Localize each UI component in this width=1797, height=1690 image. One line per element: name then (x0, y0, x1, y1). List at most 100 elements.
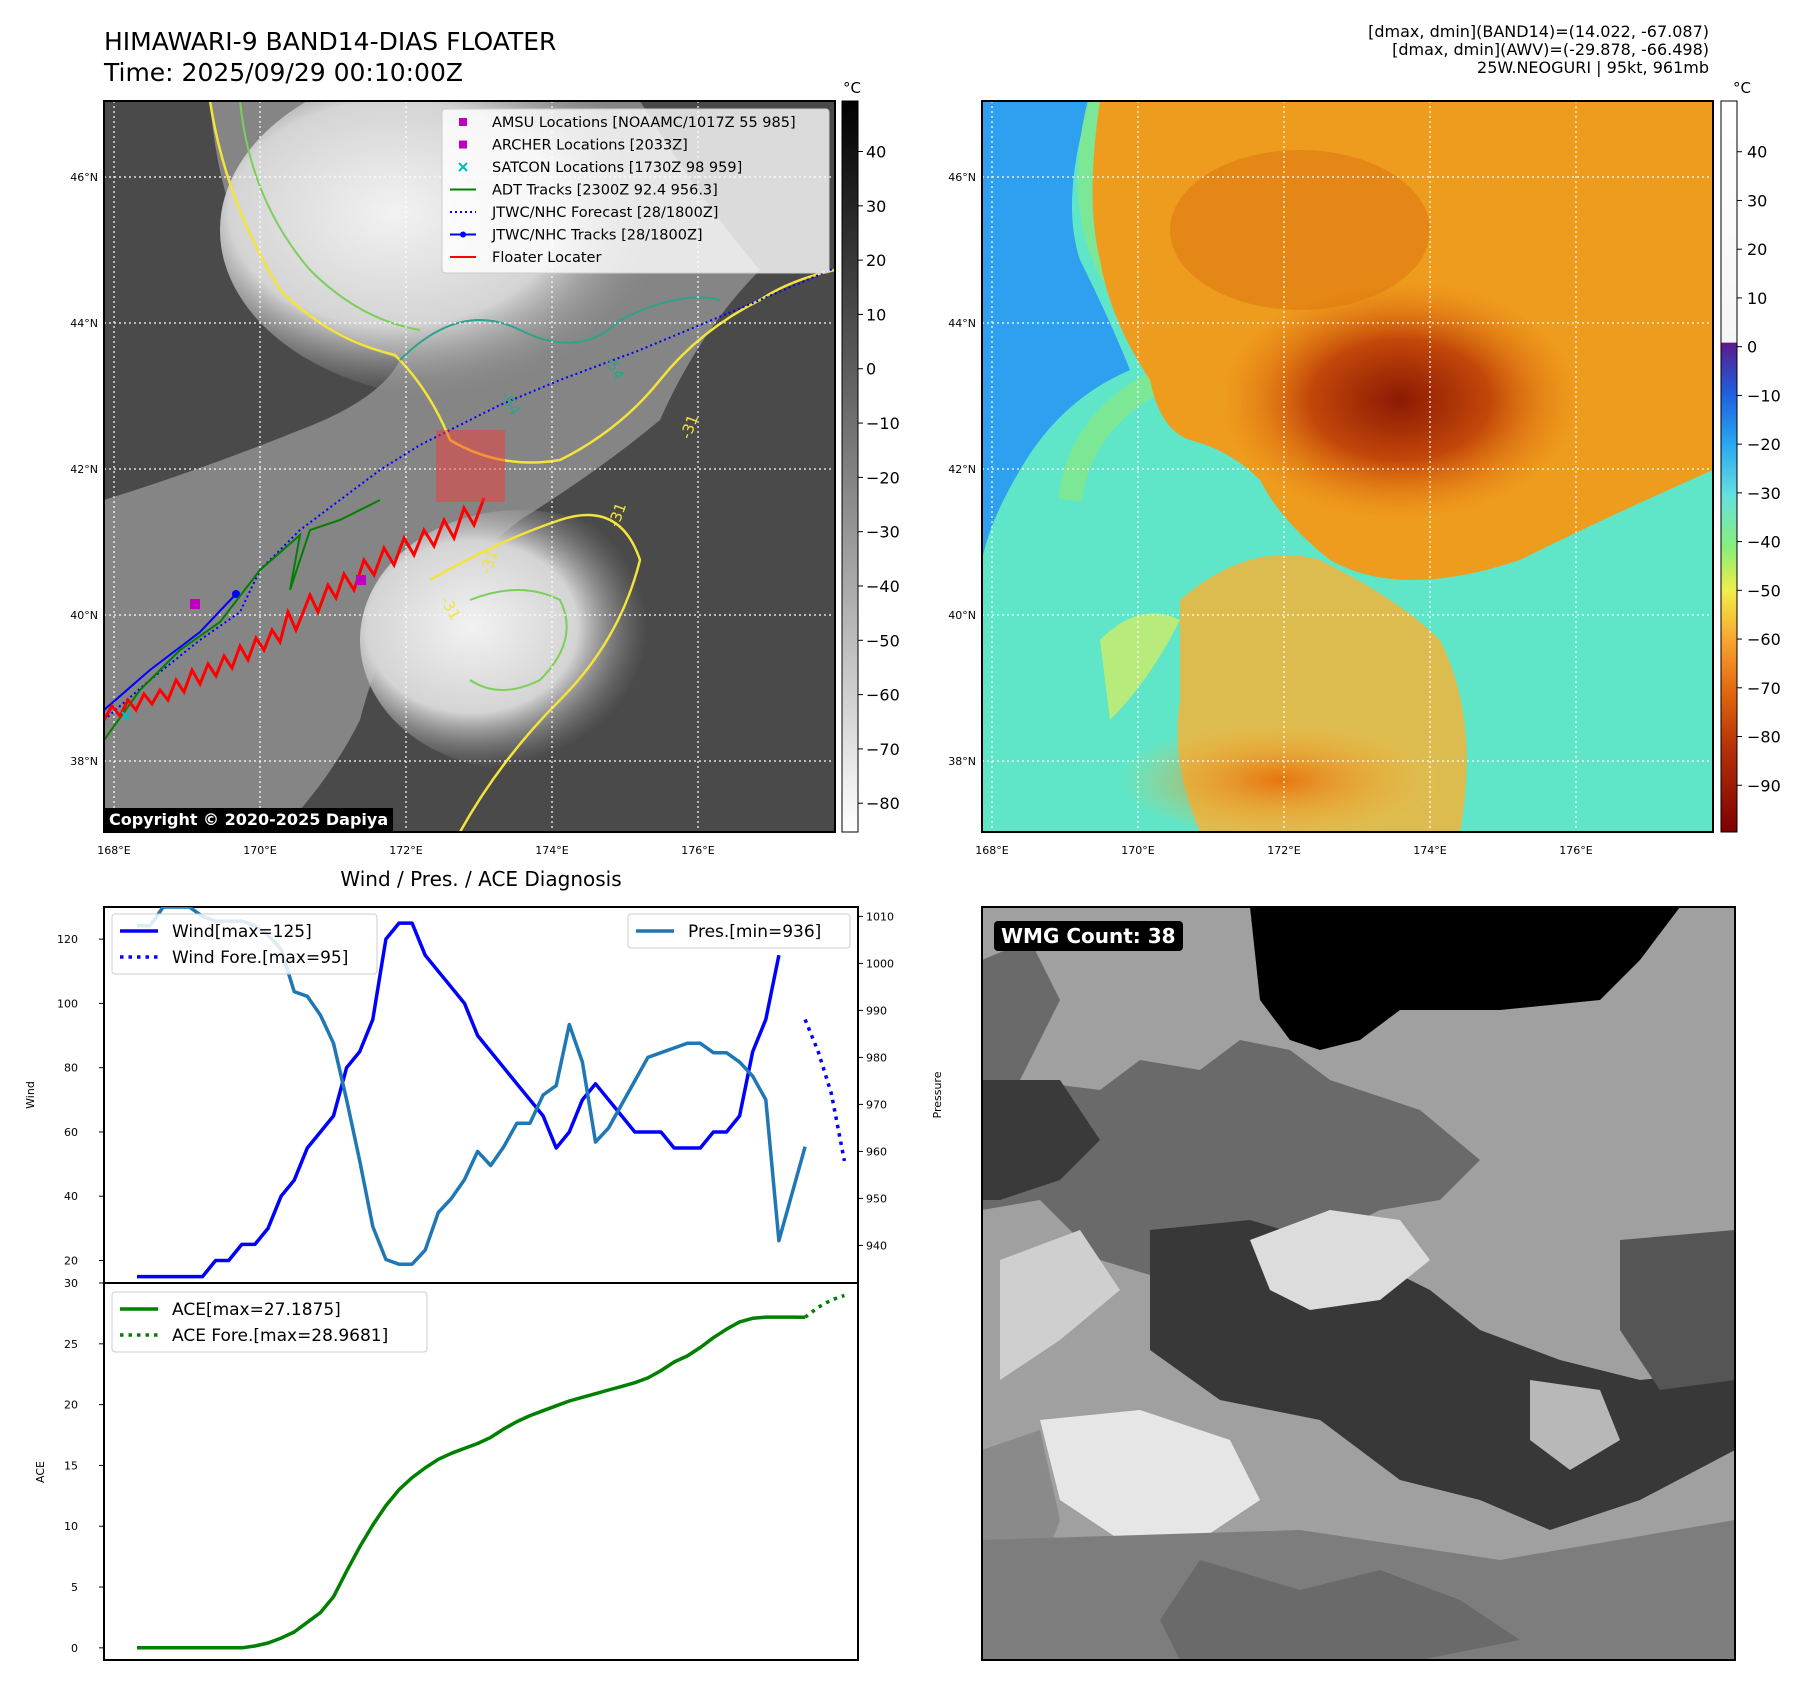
wmg-black-region (1250, 907, 1680, 1050)
ir-contour-yellow-south (429, 513, 642, 832)
wmg-bright-patch-1 (1250, 1210, 1430, 1310)
ir-colorbar-tick-label: −10 (866, 414, 900, 433)
ir-contour-yellow-north (208, 101, 835, 464)
ir-colorbar-tick-label: −60 (866, 686, 900, 705)
ir-legend-entry: Floater Locater (450, 250, 601, 266)
ir-legend-entry: JTWC/NHC Forecast [28/1800Z] (450, 205, 718, 221)
ir-contour-green-2 (469, 589, 568, 691)
diagnosis-ticks: 1201008060402010101000990980970960950940… (57, 910, 894, 1654)
awv-lat-label: 44°N (948, 317, 976, 330)
awv-colorbar-tick-label: −60 (1747, 630, 1781, 649)
awv-colorbar-tick-label: −30 (1747, 484, 1781, 503)
awv-lon-label: 170°E (1121, 844, 1154, 857)
awv-colorbar-tick-label: −70 (1747, 679, 1781, 698)
wind-axis-label: Wind (24, 1081, 37, 1109)
ace-tick-label: 15 (64, 1459, 78, 1472)
ir-colorbar-tick-label: −30 (866, 523, 900, 542)
ir-archer-marker (190, 599, 200, 609)
ir-lon-label: 168°E (97, 844, 130, 857)
ir-colorbar-tick-label: 20 (866, 251, 886, 270)
ir-colorbar-tick-label: −50 (866, 631, 900, 650)
chart-legend-box: Pres.[min=936] (627, 913, 851, 949)
intensity-meta: [dmax, dmin](BAND14)=(14.022, -67.087) [… (1368, 23, 1709, 77)
awv-lat-labels: 46°N 44°N 42°N 40°N 38°N (948, 171, 976, 768)
wind-tick-label: 60 (64, 1126, 78, 1139)
wmg-count-badge: WMG Count: 38 (994, 921, 1183, 951)
ir-colorbar-unit: °C (843, 79, 861, 97)
wmg-dark-east (1620, 1230, 1735, 1390)
legend-dot-marker (460, 231, 466, 238)
ir-lat-label: 40°N (70, 609, 98, 622)
awv-colorbar (1720, 100, 1738, 833)
pressure-tick-label: 960 (866, 1145, 887, 1158)
pressure-tick-label: 1010 (866, 910, 894, 923)
title-line-1: HIMAWARI-9 BAND14-DIAS FLOATER (104, 27, 557, 56)
ir-legend-label: ADT Tracks [2300Z 92.4 956.3] (492, 183, 718, 199)
ir-legend-entry: AMSU Locations [NOAAMC/1017Z 55 985] (459, 115, 796, 131)
ir-legend-entry: ARCHER Locations [2033Z] (459, 138, 688, 154)
awv-colorbar-tick-label: −20 (1747, 435, 1781, 454)
ir-legend-entry: JTWC/NHC Tracks [28/1800Z] (450, 228, 703, 244)
wind-tick-label: 120 (57, 933, 78, 946)
meta-line-3: 25W.NEOGURI | 95kt, 961mb (1477, 58, 1709, 77)
legend-x-marker (458, 162, 468, 172)
ace-tick-label: 30 (64, 1277, 78, 1290)
diagnosis-lower-plot (137, 1293, 845, 1650)
ir-colorbar (841, 100, 859, 833)
awv-dry-west (982, 101, 1130, 560)
ir-best-track (104, 593, 237, 711)
ir-forecast-track (104, 267, 835, 721)
ir-colorbar-tick-label: 30 (866, 197, 886, 216)
awv-map (982, 101, 1713, 832)
pressure-axis-label: Pressure (931, 1071, 944, 1118)
ir-lat-label: 38°N (70, 755, 98, 768)
pressure-tick-label: 940 (866, 1239, 887, 1252)
awv-colorbar-tick-label: 30 (1747, 191, 1767, 210)
ir-contour-teal-1 (399, 296, 721, 361)
legend-label: ACE[max=27.1875] (172, 1300, 341, 1320)
ir-lon-label: 176°E (681, 844, 714, 857)
wmg-light-patch-east (1530, 1380, 1620, 1470)
ir-legend-label: SATCON Locations [1730Z 98 959] (492, 160, 742, 176)
awv-lon-label: 168°E (975, 844, 1008, 857)
awv-south-core (1120, 720, 1440, 832)
legend-label: Pres.[min=936] (688, 922, 821, 942)
series-line-wind (137, 921, 781, 1279)
awv-colorbar-tick-label: −10 (1747, 386, 1781, 405)
awv-colorbar-tick-label: 40 (1747, 143, 1767, 162)
ace-axis-label: ACE (34, 1461, 47, 1483)
ir-satcon-marker (121, 711, 131, 721)
legend-frame (111, 913, 378, 975)
awv-lat-label: 40°N (948, 609, 976, 622)
ace-tick-label: 25 (64, 1338, 78, 1351)
legend-frame (627, 913, 851, 949)
ir-colorbar-tick-label: −40 (866, 577, 900, 596)
awv-colorbar-ticks: 40 30 20 10 0 −10 −20 −30 −40 −50 −60 −70 −80 −90 (1737, 143, 1781, 795)
awv-colorbar-unit: °C (1733, 79, 1751, 97)
awv-colorbar-tick-label: −40 (1747, 533, 1781, 552)
wmg-bright-patch-2 (1000, 1230, 1120, 1380)
awv-yellow-fringe (1100, 613, 1180, 720)
wind-tick-label: 80 (64, 1062, 78, 1075)
wmg-mid-region (982, 940, 1480, 1290)
legend-square-marker (459, 118, 467, 126)
ir-lon-label: 170°E (243, 844, 276, 857)
ir-amsu-marker (356, 575, 366, 585)
ir-legend-label: JTWC/NHC Forecast [28/1800Z] (491, 205, 718, 221)
chart-legend-box: ACE[max=27.1875] ACE Fore.[max=28.9681] (111, 1291, 428, 1353)
diagnosis-legends: Wind[max=125] Wind Fore.[max=95] Pres.[min… (111, 913, 851, 1353)
ir-lat-labels: 46°N 44°N 42°N 40°N 38°N (70, 171, 98, 768)
ir-colorbar-ticks: 40 30 20 10 0 −10 −20 −30 −40 −50 −60 −70 −80 (858, 143, 900, 813)
ir-colorbar-tick-label: −20 (866, 468, 900, 487)
ir-colorbar-tick-label: −70 (866, 740, 900, 759)
awv-lat-label: 38°N (948, 755, 976, 768)
meta-line-1: [dmax, dmin](BAND14)=(14.022, -67.087) (1368, 22, 1709, 41)
wmg-gray-south-2 (1160, 1560, 1520, 1660)
awv-lat-label: 46°N (948, 171, 976, 184)
awv-lon-label: 176°E (1559, 844, 1592, 857)
ir-floater-box (436, 430, 505, 502)
awv-lon-labels: 168°E 170°E 172°E 174°E 176°E (975, 844, 1592, 857)
wmg-panel (982, 907, 1735, 1660)
ir-legend-entry: SATCON Locations [1730Z 98 959] (458, 160, 742, 176)
